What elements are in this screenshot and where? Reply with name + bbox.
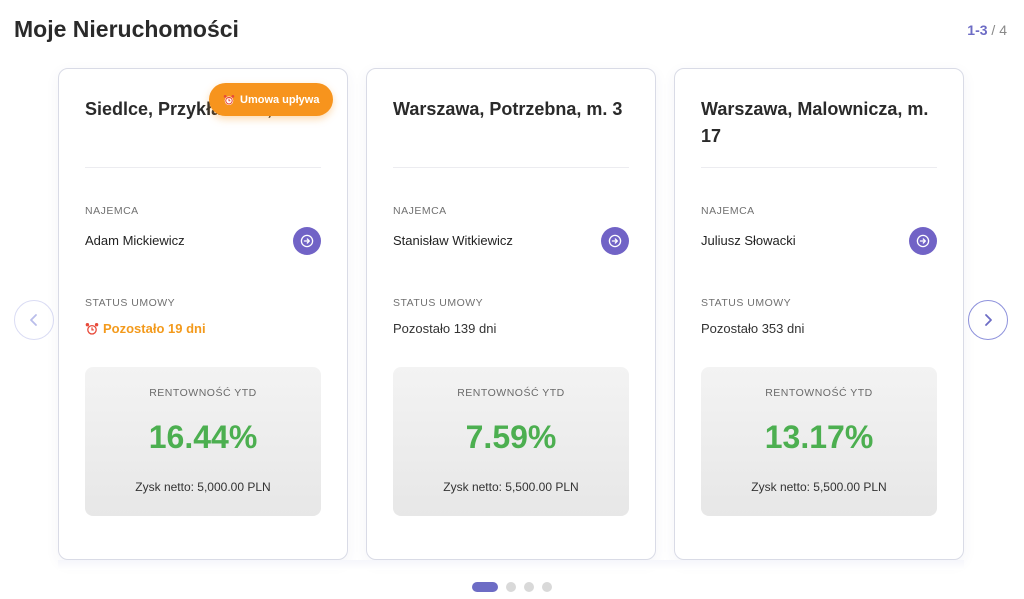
carousel-shadow bbox=[58, 560, 964, 570]
contract-status-value: Pozostało 19 dni bbox=[85, 321, 206, 336]
yield-panel: RENTOWNOŚĆ YTD 13.17% Zysk netto: 5,500.… bbox=[701, 367, 937, 516]
alarm-clock-icon bbox=[85, 322, 99, 336]
property-card: Siedlce, Przykładowa, m. 1 Umowa upływa … bbox=[58, 68, 348, 560]
net-profit: Zysk netto: 5,500.00 PLN bbox=[443, 480, 579, 494]
badge-label: Umowa upływa bbox=[240, 93, 320, 106]
yield-panel: RENTOWNOŚĆ YTD 7.59% Zysk netto: 5,500.0… bbox=[393, 367, 629, 516]
contract-status-value: Pozostało 353 dni bbox=[701, 321, 804, 336]
contract-status-label: STATUS UMOWY bbox=[85, 297, 176, 309]
yield-value: 16.44% bbox=[148, 419, 258, 455]
card-divider bbox=[85, 167, 321, 168]
pagination-dot[interactable] bbox=[472, 582, 498, 592]
net-profit: Zysk netto: 5,000.00 PLN bbox=[135, 480, 271, 494]
pagination-dot[interactable] bbox=[506, 582, 516, 592]
page-counter-total: 4 bbox=[999, 22, 1007, 38]
yield-value: 7.59% bbox=[465, 419, 557, 455]
contract-status-label: STATUS UMOWY bbox=[393, 297, 484, 309]
arrow-circle-right-icon bbox=[300, 234, 314, 248]
property-address: Warszawa, Potrzebna, m. 3 bbox=[393, 99, 623, 119]
tenant-name: Juliusz Słowacki bbox=[701, 233, 796, 248]
page-counter-separator: / bbox=[987, 22, 1000, 38]
contract-status-text: Pozostało 353 dni bbox=[701, 321, 805, 336]
card-divider bbox=[393, 167, 629, 168]
tenant-details-button[interactable] bbox=[293, 227, 321, 255]
contract-status-text: Pozostało 19 dni bbox=[103, 321, 206, 336]
net-profit: Zysk netto: 5,500.00 PLN bbox=[751, 480, 887, 494]
arrow-circle-right-icon bbox=[608, 234, 622, 248]
expiring-contract-badge: Umowa upływa bbox=[209, 83, 334, 116]
pagination-dot[interactable] bbox=[542, 582, 552, 592]
contract-status-value: Pozostało 139 dni bbox=[393, 321, 496, 336]
pagination-dots bbox=[0, 582, 1024, 592]
property-address: Warszawa, Malownicza, m. 17 bbox=[701, 99, 929, 146]
yield-label: RENTOWNOŚĆ YTD bbox=[765, 387, 873, 399]
tenant-label: NAJEMCA bbox=[393, 205, 447, 217]
arrow-circle-right-icon bbox=[916, 234, 930, 248]
contract-status-label: STATUS UMOWY bbox=[701, 297, 792, 309]
chevron-left-icon bbox=[30, 314, 37, 326]
page-title: Moje Nieruchomości bbox=[14, 16, 239, 42]
yield-value: 13.17% bbox=[764, 419, 874, 455]
property-card: Warszawa, Potrzebna, m. 3 NAJEMCA Stanis… bbox=[366, 68, 656, 560]
yield-label: RENTOWNOŚĆ YTD bbox=[149, 387, 257, 399]
tenant-label: NAJEMCA bbox=[85, 205, 139, 217]
carousel-prev-button[interactable] bbox=[14, 300, 54, 340]
tenant-details-button[interactable] bbox=[601, 227, 629, 255]
tenant-details-button[interactable] bbox=[909, 227, 937, 255]
carousel-next-button[interactable] bbox=[968, 300, 1008, 340]
tenant-label: NAJEMCA bbox=[701, 205, 755, 217]
yield-panel: RENTOWNOŚĆ YTD 16.44% Zysk netto: 5,000.… bbox=[85, 367, 321, 516]
page-counter-current: 1-3 bbox=[967, 22, 988, 38]
tenant-name: Adam Mickiewicz bbox=[85, 233, 185, 248]
alarm-clock-icon bbox=[223, 94, 235, 106]
tenant-name: Stanisław Witkiewicz bbox=[393, 233, 513, 248]
page-counter: 1-3 / 4 bbox=[967, 22, 1007, 38]
property-card: Warszawa, Malownicza, m. 17 NAJEMCA Juli… bbox=[674, 68, 964, 560]
yield-label: RENTOWNOŚĆ YTD bbox=[457, 387, 565, 399]
contract-status-text: Pozostało 139 dni bbox=[393, 321, 497, 336]
chevron-right-icon bbox=[985, 314, 992, 326]
card-divider bbox=[701, 167, 937, 168]
pagination-dot[interactable] bbox=[524, 582, 534, 592]
